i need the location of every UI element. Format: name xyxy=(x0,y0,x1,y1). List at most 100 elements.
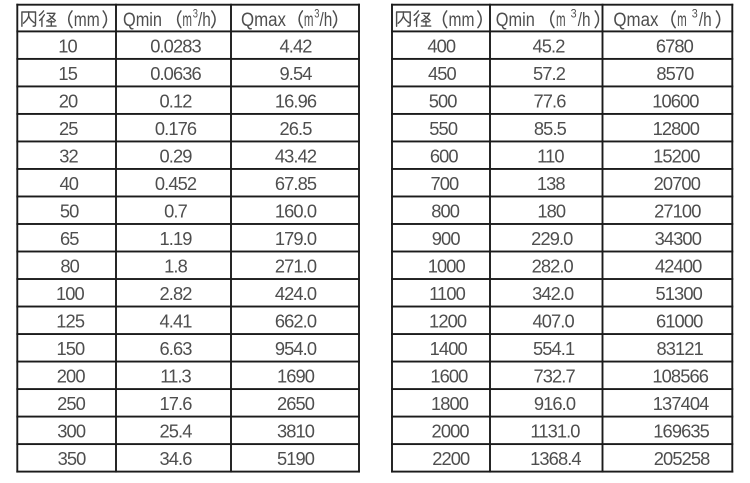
svg-text:80: 80 xyxy=(60,256,79,277)
svg-text:1800: 1800 xyxy=(431,393,469,414)
svg-text:160.0: 160.0 xyxy=(275,200,317,221)
svg-text:732.7: 732.7 xyxy=(533,366,575,387)
svg-text:32: 32 xyxy=(59,145,78,166)
svg-text:0.0636: 0.0636 xyxy=(150,63,201,84)
svg-text:1600: 1600 xyxy=(430,366,468,387)
svg-text:10: 10 xyxy=(58,35,77,56)
svg-text:mm: mm xyxy=(74,10,100,31)
svg-text:1400: 1400 xyxy=(430,338,468,359)
svg-text:200: 200 xyxy=(57,366,86,387)
svg-text:282.0: 282.0 xyxy=(532,256,574,277)
svg-text:3: 3 xyxy=(314,9,319,21)
svg-text:12800: 12800 xyxy=(653,118,700,139)
svg-text:0.452: 0.452 xyxy=(155,173,197,194)
svg-text:26.5: 26.5 xyxy=(280,118,313,139)
svg-text:65: 65 xyxy=(60,228,79,249)
svg-text:11.3: 11.3 xyxy=(160,366,191,387)
svg-text:67.85: 67.85 xyxy=(275,173,317,194)
svg-text:5190: 5190 xyxy=(277,448,315,469)
svg-text:1.8: 1.8 xyxy=(164,256,187,277)
svg-text:m: m xyxy=(304,10,314,31)
svg-text:1200: 1200 xyxy=(429,311,467,332)
svg-text:4.42: 4.42 xyxy=(280,35,313,56)
svg-text:17.6: 17.6 xyxy=(160,393,193,414)
svg-text:25: 25 xyxy=(59,118,78,139)
svg-text:1.19: 1.19 xyxy=(160,228,193,249)
svg-text:4.41: 4.41 xyxy=(160,311,193,332)
svg-text:/h: /h xyxy=(699,10,712,31)
svg-text:900: 900 xyxy=(432,228,461,249)
svg-text:205258: 205258 xyxy=(654,448,710,469)
svg-text:m: m xyxy=(677,10,687,31)
svg-text:15: 15 xyxy=(58,63,77,84)
svg-text:150: 150 xyxy=(56,338,85,359)
svg-text:20700: 20700 xyxy=(654,173,701,194)
svg-text:271.0: 271.0 xyxy=(275,256,317,277)
svg-text:100: 100 xyxy=(56,283,85,304)
svg-text:45.2: 45.2 xyxy=(533,35,566,56)
svg-text:1000: 1000 xyxy=(428,256,466,277)
svg-text:Qmin: Qmin xyxy=(496,10,535,31)
svg-text:342.0: 342.0 xyxy=(532,283,574,304)
svg-text:27100: 27100 xyxy=(654,200,701,221)
svg-text:916.0: 916.0 xyxy=(534,393,576,414)
svg-text:/h: /h xyxy=(198,10,211,31)
svg-text:0.12: 0.12 xyxy=(160,90,193,111)
svg-text:16.96: 16.96 xyxy=(275,90,317,111)
svg-text:3: 3 xyxy=(571,9,577,21)
svg-text:2000: 2000 xyxy=(432,421,470,442)
svg-text:350: 350 xyxy=(58,448,87,469)
svg-text:108566: 108566 xyxy=(652,366,708,387)
svg-text:51300: 51300 xyxy=(656,283,703,304)
svg-text:6.63: 6.63 xyxy=(160,338,193,359)
svg-text:954.0: 954.0 xyxy=(275,338,317,359)
svg-text:40: 40 xyxy=(60,173,79,194)
svg-text:554.1: 554.1 xyxy=(533,338,575,359)
svg-text:Qmax: Qmax xyxy=(613,10,658,31)
svg-text:m: m xyxy=(182,10,192,31)
svg-text:50: 50 xyxy=(60,200,79,221)
svg-text:Qmax: Qmax xyxy=(241,10,286,31)
svg-text:85.5: 85.5 xyxy=(534,118,567,139)
svg-text:400: 400 xyxy=(427,35,456,56)
svg-text:250: 250 xyxy=(57,393,86,414)
svg-text:8570: 8570 xyxy=(656,63,694,84)
svg-text:229.0: 229.0 xyxy=(531,228,573,249)
svg-text:77.6: 77.6 xyxy=(534,90,567,111)
svg-text:0.0283: 0.0283 xyxy=(150,35,201,56)
svg-text:300: 300 xyxy=(57,421,86,442)
svg-text:800: 800 xyxy=(431,200,460,221)
svg-text:25.4: 25.4 xyxy=(160,421,193,442)
svg-text:138: 138 xyxy=(537,173,566,194)
svg-text:550: 550 xyxy=(429,118,458,139)
svg-text:3810: 3810 xyxy=(277,421,315,442)
svg-text:6780: 6780 xyxy=(656,35,694,56)
svg-text:137404: 137404 xyxy=(653,393,709,414)
svg-text:450: 450 xyxy=(428,63,457,84)
svg-text:3: 3 xyxy=(692,9,698,21)
svg-text:1368.4: 1368.4 xyxy=(530,448,581,469)
svg-text:1690: 1690 xyxy=(277,366,315,387)
svg-text:/h: /h xyxy=(578,10,591,31)
svg-text:424.0: 424.0 xyxy=(275,283,317,304)
svg-text:43.42: 43.42 xyxy=(275,145,317,166)
svg-text:1131.0: 1131.0 xyxy=(530,421,580,442)
svg-text:Qmin: Qmin xyxy=(123,10,162,31)
svg-text:110: 110 xyxy=(537,145,564,166)
svg-text:2200: 2200 xyxy=(432,448,470,469)
svg-text:42400: 42400 xyxy=(655,256,702,277)
svg-text:m: m xyxy=(556,10,566,31)
svg-text:2650: 2650 xyxy=(277,393,315,414)
svg-text:34300: 34300 xyxy=(655,228,702,249)
svg-text:500: 500 xyxy=(429,90,458,111)
svg-text:179.0: 179.0 xyxy=(275,228,317,249)
svg-text:20: 20 xyxy=(59,90,78,111)
svg-text:700: 700 xyxy=(430,173,459,194)
svg-text:15200: 15200 xyxy=(653,145,700,166)
svg-text:10600: 10600 xyxy=(652,90,699,111)
svg-text:34.6: 34.6 xyxy=(160,448,193,469)
svg-text:9.54: 9.54 xyxy=(280,63,313,84)
svg-text:600: 600 xyxy=(430,145,459,166)
svg-text:1100: 1100 xyxy=(429,283,465,304)
svg-text:83121: 83121 xyxy=(657,338,704,359)
